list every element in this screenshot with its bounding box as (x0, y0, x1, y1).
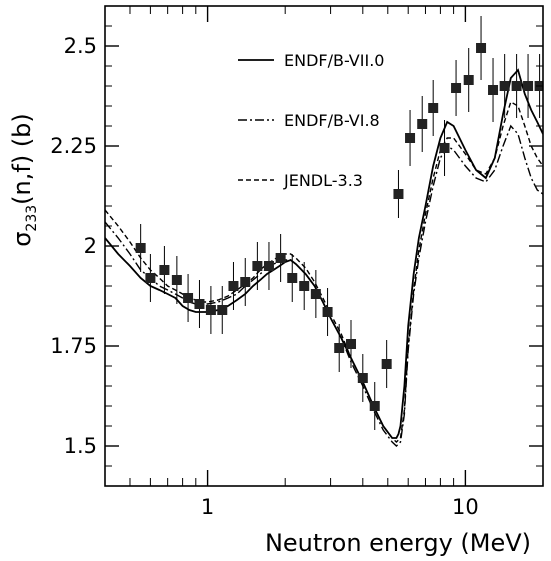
data-point (499, 81, 510, 91)
data-point (393, 189, 404, 199)
ticks-layer: 1.5 1.75 2 2.25 2.5 1 10 (50, 5, 544, 519)
series-line-endf-b-vii-0 (105, 68, 543, 439)
data-point (346, 339, 357, 349)
y-axis-label-subscript: 233 (24, 205, 40, 232)
data-point (439, 143, 450, 153)
y-tick-label: 1.5 (64, 434, 97, 458)
data-point (240, 277, 251, 287)
data-point (205, 305, 216, 315)
data-point (511, 81, 522, 91)
data-point (405, 133, 416, 143)
y-tick-label: 2.25 (50, 134, 97, 158)
data-point (357, 373, 368, 383)
x-tick-label: 10 (452, 495, 479, 519)
y-tick-label: 2 (84, 234, 97, 258)
y-axis-label: σ233(n,f) (b) (8, 113, 40, 247)
data-point (217, 305, 228, 315)
data-point (263, 261, 274, 271)
data-point (159, 265, 170, 275)
data-point (252, 261, 263, 271)
legend: ENDF/B-VII.0 ENDF/B-VI.8 JENDL-3.3 (238, 51, 384, 190)
data-point (135, 243, 146, 253)
data-point (334, 343, 345, 353)
data-point (322, 307, 333, 317)
data-point (381, 359, 392, 369)
y-tick-label: 1.75 (50, 334, 97, 358)
data-point (145, 273, 156, 283)
data-point (417, 119, 428, 129)
data-point (171, 275, 182, 285)
y-axis-label-symbol: σ (8, 232, 36, 247)
data-points-layer (135, 16, 543, 430)
legend-label: ENDF/B-VI.8 (284, 111, 380, 130)
series-line-jendl-3-3 (105, 100, 543, 443)
x-tick-label: 1 (201, 495, 214, 519)
y-axis-label-rest: (n,f) (b) (8, 113, 36, 205)
data-point (476, 43, 487, 53)
data-point (488, 85, 499, 95)
legend-label: JENDL-3.3 (283, 171, 363, 190)
plot-frame (104, 5, 544, 487)
data-point (183, 293, 194, 303)
data-point (310, 289, 321, 299)
data-point (228, 281, 239, 291)
y-tick-label: 2.5 (64, 34, 97, 58)
data-point (451, 83, 462, 93)
data-point (299, 281, 310, 291)
data-point (369, 401, 380, 411)
x-axis-label: Neutron energy (MeV) (265, 529, 531, 557)
data-point (194, 299, 205, 309)
data-point (287, 273, 298, 283)
legend-label: ENDF/B-VII.0 (284, 51, 384, 70)
data-point (463, 75, 474, 85)
data-point (428, 103, 439, 113)
data-point (523, 81, 534, 91)
data-point (275, 253, 286, 263)
